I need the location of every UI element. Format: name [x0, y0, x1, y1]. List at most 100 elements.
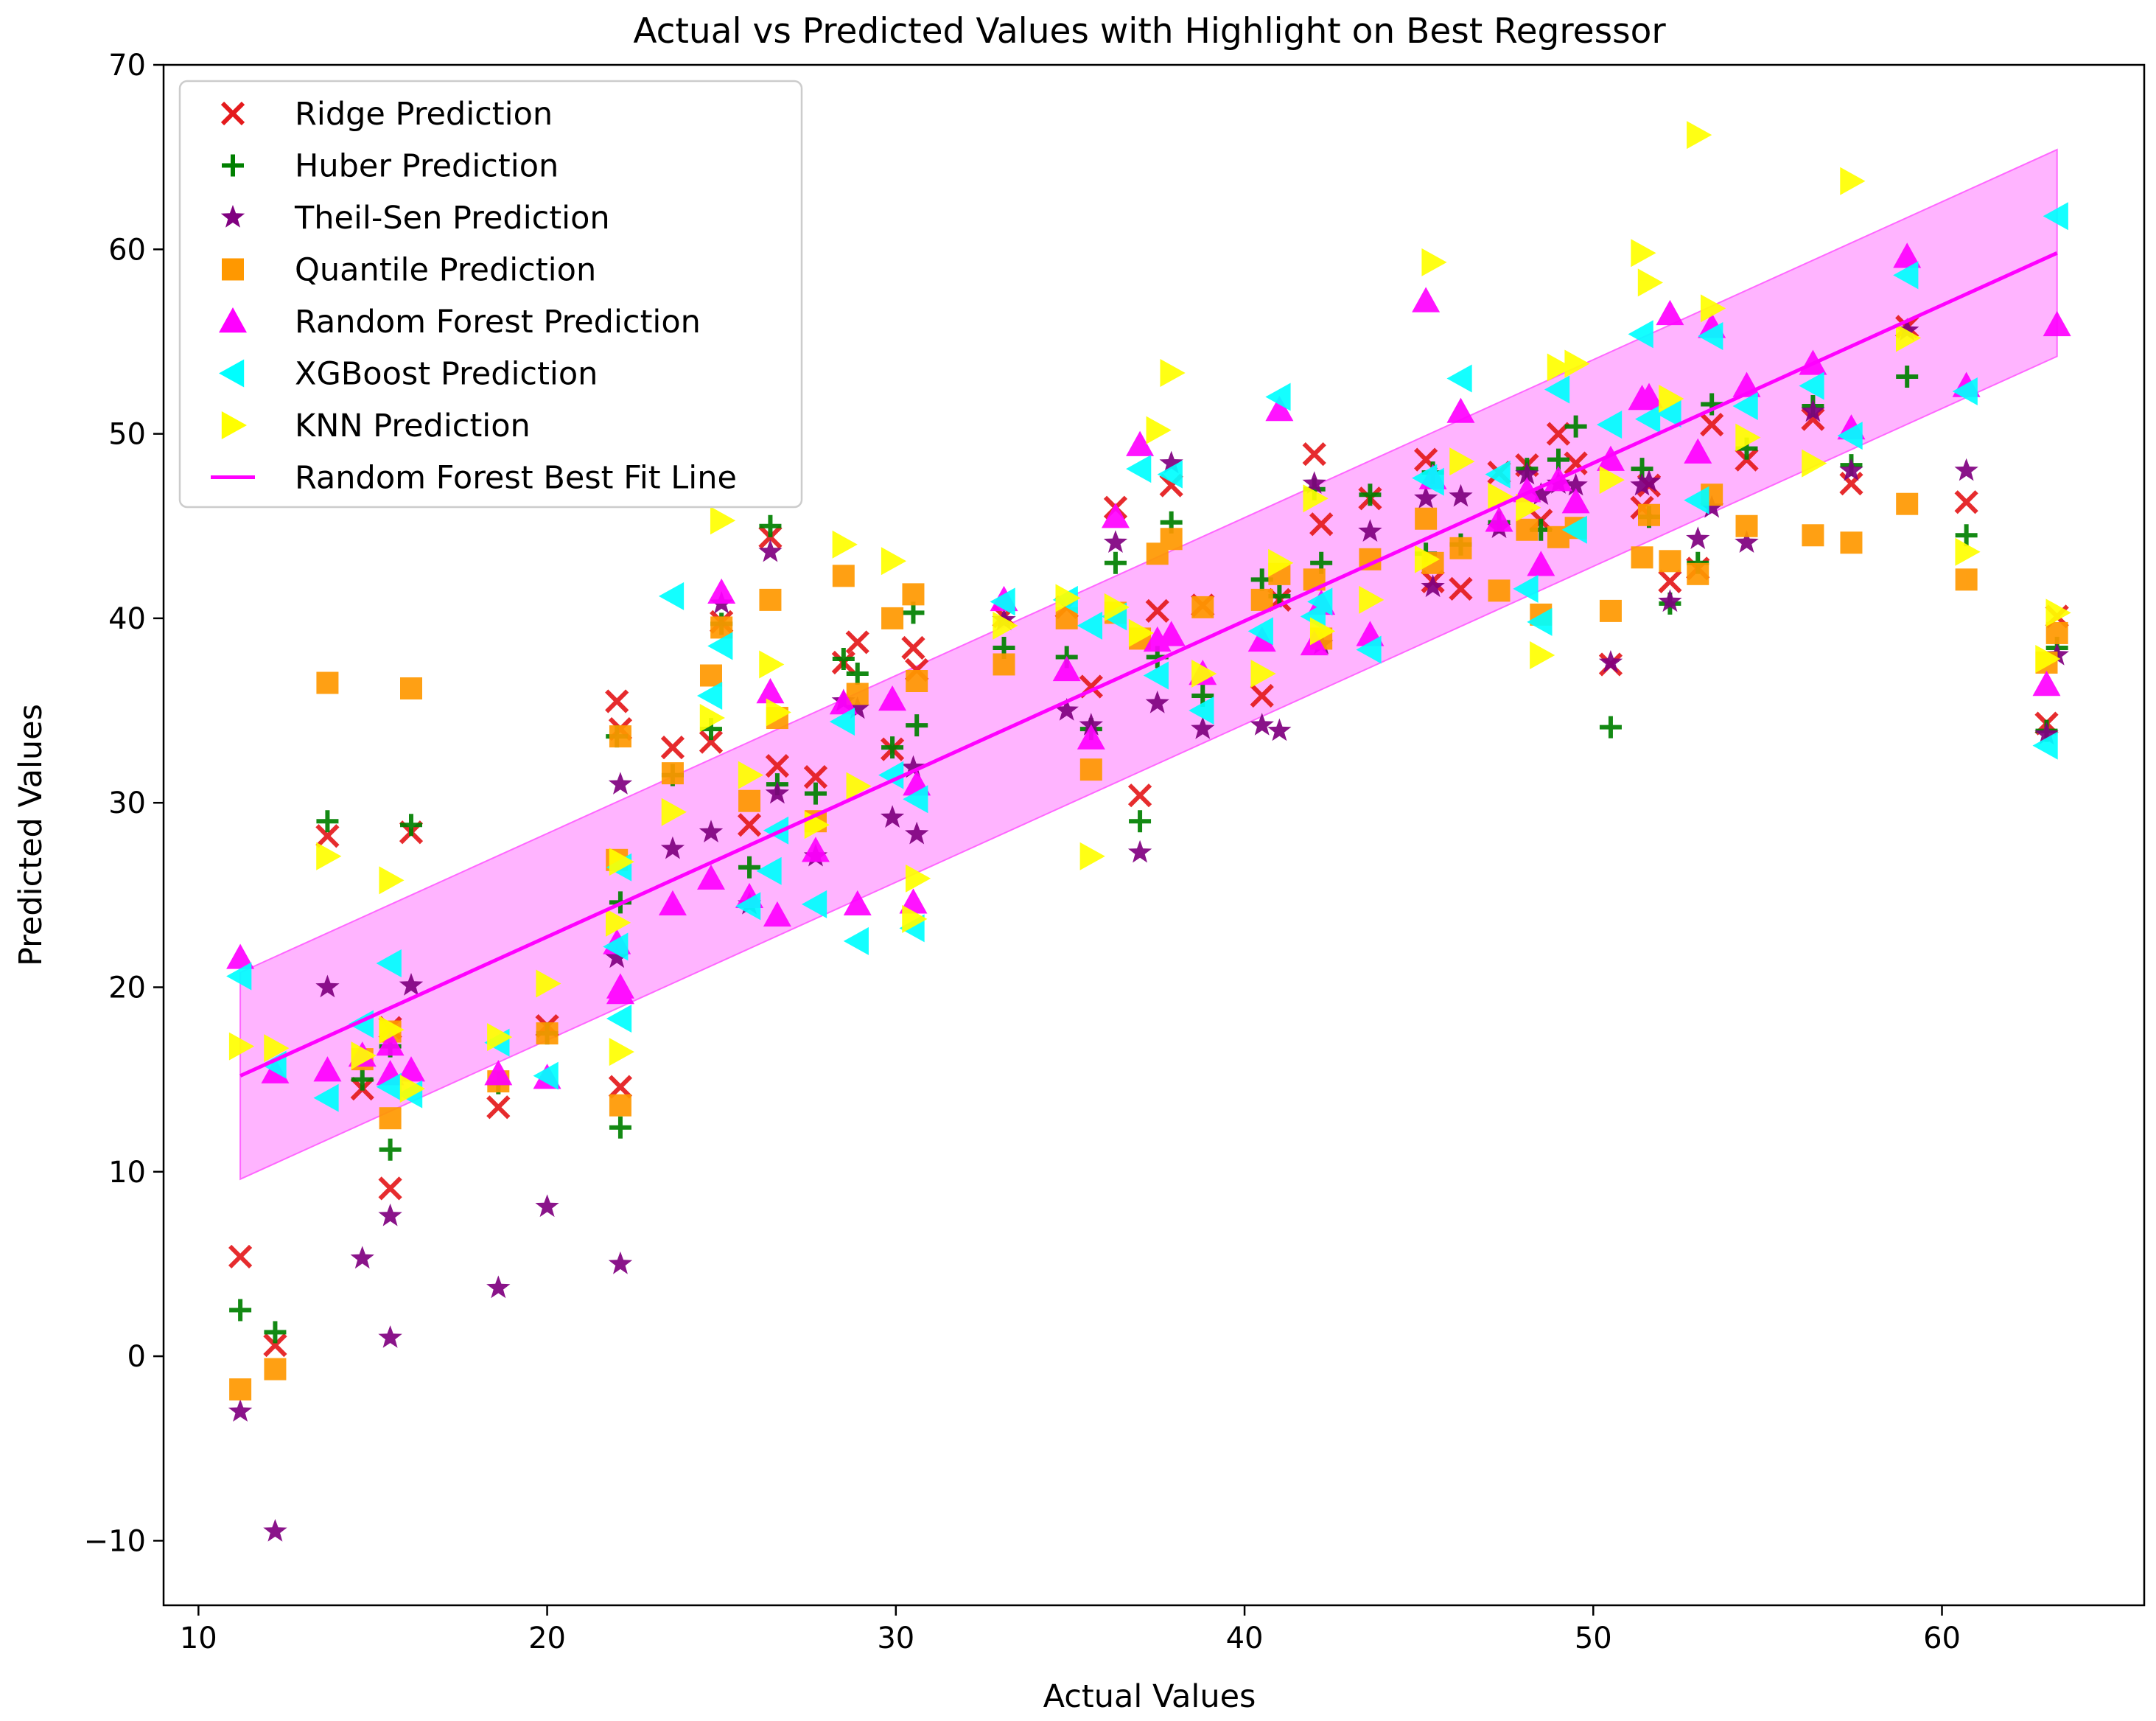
data-point [1247, 617, 1273, 646]
data-point [1893, 261, 1919, 290]
data-point [1302, 471, 1326, 494]
data-point [229, 1378, 252, 1401]
data-point [379, 1016, 405, 1044]
data-point [1446, 364, 1472, 393]
data-point [608, 772, 633, 795]
data-point [351, 1041, 377, 1070]
data-point [1840, 167, 1866, 195]
data-point [263, 1333, 287, 1358]
data-point [536, 1022, 559, 1045]
data-point [1658, 569, 1682, 593]
data-point [1564, 349, 1590, 378]
data-point [845, 696, 869, 719]
data-point [226, 943, 255, 969]
data-point [263, 1518, 287, 1542]
data-point [765, 781, 790, 804]
data-point [832, 530, 858, 559]
data-point [1564, 415, 1587, 438]
data-point [1954, 458, 1978, 481]
legend-item: Huber Prediction [222, 148, 559, 185]
data-point [759, 514, 782, 537]
x-tick-label: 50 [1575, 1621, 1612, 1655]
data-point [228, 1399, 253, 1422]
data-point [881, 736, 904, 759]
legend-item: Random Forest Prediction [219, 304, 701, 341]
data-point [1302, 442, 1326, 467]
legend-frame [178, 80, 803, 509]
y-tick-label: 70 [108, 49, 146, 83]
data-point [881, 547, 907, 576]
data-point [696, 864, 725, 890]
data-point [707, 578, 736, 604]
x-tick-label: 30 [877, 1621, 914, 1655]
data-point [699, 820, 724, 842]
legend-marker [219, 359, 245, 388]
legend-item: Random Forest Best Fit Line [211, 460, 737, 497]
data-point [1267, 718, 1292, 741]
data-point [901, 635, 925, 660]
data-point [316, 810, 339, 833]
data-point [1485, 506, 1513, 532]
data-point [699, 730, 724, 754]
data-point [2032, 731, 2058, 760]
data-point [843, 890, 872, 916]
data-point [758, 525, 783, 549]
data-point [1561, 515, 1587, 544]
data-point [1268, 548, 1294, 577]
data-point [376, 1072, 402, 1101]
data-point [316, 671, 339, 694]
data-point [1414, 486, 1438, 509]
data-point [316, 842, 342, 870]
legend-label: Ridge Prediction [295, 96, 553, 133]
data-point [660, 836, 685, 859]
data-point [801, 837, 830, 862]
data-point [379, 1138, 402, 1161]
data-point [1250, 588, 1273, 611]
data-point [1547, 353, 1572, 382]
data-point [1735, 514, 1758, 537]
data-point [1735, 447, 1759, 472]
data-point [1837, 422, 1863, 450]
data-point [1104, 593, 1130, 621]
data-point [1599, 716, 1622, 739]
data-point [902, 904, 928, 933]
data-point [1564, 451, 1588, 475]
data-point [763, 901, 791, 927]
data-point [1687, 562, 1709, 585]
legend: Ridge Prediction Huber Prediction Theil-Se… [178, 80, 803, 509]
data-point [878, 761, 904, 789]
data-point [1686, 526, 1710, 549]
data-point [1544, 375, 1570, 404]
legend-item: KNN Prediction [221, 408, 531, 444]
data-point [2034, 722, 2059, 745]
data-point [1596, 445, 1625, 471]
data-point [1893, 242, 1922, 268]
data-point [1079, 758, 1102, 781]
data-point [229, 1299, 252, 1322]
data-point [845, 630, 869, 654]
data-point [832, 565, 855, 587]
data-point [1250, 713, 1274, 736]
x-tick-label: 10 [180, 1621, 217, 1655]
data-point [1954, 490, 1978, 514]
data-point [1412, 287, 1441, 313]
data-point [1052, 655, 1081, 682]
data-point [661, 797, 687, 826]
legend-label: Huber Prediction [295, 148, 559, 185]
data-point [399, 1075, 425, 1103]
data-point [1449, 537, 1472, 559]
data-point [1698, 321, 1723, 350]
legend-item: Theil-Sen Prediction [220, 200, 610, 237]
data-point [1516, 518, 1539, 541]
chart-title: Actual vs Predicted Values with Highligh… [633, 11, 1666, 52]
data-point [832, 647, 855, 670]
data-point [378, 1203, 402, 1226]
data-point [399, 973, 424, 996]
data-point [899, 888, 928, 914]
data-point [1446, 397, 1475, 423]
x-axis-label: Actual Values [1043, 1678, 1256, 1715]
data-point [1157, 621, 1186, 646]
data-point [1101, 503, 1130, 528]
data-point [535, 1194, 559, 1218]
